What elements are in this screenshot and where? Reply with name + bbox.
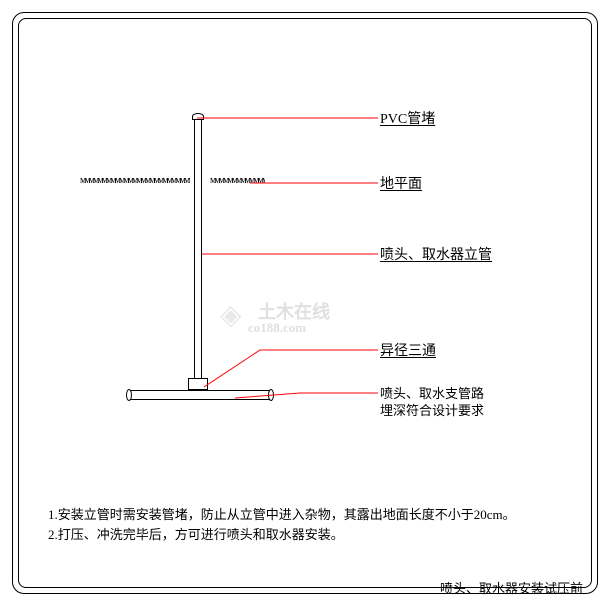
note-line-1: 1.安装立管时需安装管堵，防止从立管中进入杂物，其露出地面长度不小于20cm。 <box>48 505 516 525</box>
pipe-riser <box>194 120 202 380</box>
pipe-branch <box>130 390 270 400</box>
pipe-end-left <box>126 389 132 401</box>
label-riser: 喷头、取水器立管 <box>380 244 492 264</box>
label-pvc-cap: PVC管堵 <box>380 108 435 128</box>
ground-pattern-left: ᴍᴍᴍᴍᴍᴍᴍᴍᴍᴍᴍᴍᴍᴍᴍᴍᴍᴍᴍᴍᴍᴍᴍᴍᴍᴍᴍᴍᴍᴍ <box>80 175 190 186</box>
pipe-tee <box>188 378 208 390</box>
ground-pattern-right: ᴍᴍᴍᴍᴍᴍᴍᴍᴍᴍᴍᴍᴍᴍᴍᴍᴍᴍᴍᴍᴍᴍᴍᴍᴍᴍᴍᴍᴍᴍ <box>210 175 265 186</box>
drawing-caption: 喷头、取水器安装试压前 <box>440 578 583 597</box>
label-tee: 异径三通 <box>380 340 436 360</box>
notes-block: 1.安装立管时需安装管堵，防止从立管中进入杂物，其露出地面长度不小于20cm。 … <box>48 505 516 544</box>
note-line-2: 2.打压、冲洗完毕后，方可进行喷头和取水器安装。 <box>48 525 516 545</box>
label-ground: 地平面 <box>380 173 422 193</box>
pipe-end-right <box>268 389 274 401</box>
frame-inner <box>18 18 592 588</box>
pipe-cap <box>192 113 204 120</box>
label-branch-2: 埋深符合设计要求 <box>380 400 484 419</box>
